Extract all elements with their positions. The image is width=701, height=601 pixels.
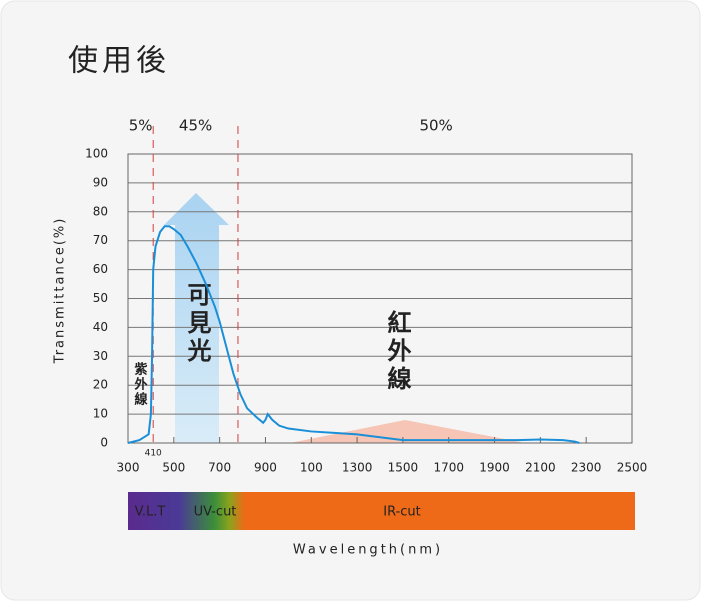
- x-tick-label: 2500: [617, 461, 648, 475]
- x-tick-label: 2300: [571, 461, 602, 475]
- y-tick-label: 20: [93, 378, 108, 392]
- y-tick-label: 70: [93, 233, 108, 247]
- chart-title: 使用後: [68, 44, 170, 79]
- x-tick-label: 1700: [433, 461, 464, 475]
- y-tick-label: 30: [93, 349, 108, 363]
- x-tick-label: 2100: [525, 461, 556, 475]
- spectrum-bar: [128, 492, 635, 530]
- x-tick-label: 300: [117, 461, 140, 475]
- y-tick-label: 80: [93, 204, 108, 218]
- band-share: 50%: [419, 117, 452, 135]
- boundary-label: 410: [145, 449, 162, 459]
- ir-triangle: [290, 420, 525, 443]
- x-tick-label: 1300: [342, 461, 373, 475]
- band-share: 5%: [129, 117, 153, 135]
- x-tick-label: 1500: [388, 461, 419, 475]
- visible-arrow: [164, 193, 229, 443]
- annotation-text: 紅外線: [383, 309, 411, 394]
- y-tick-label: 60: [93, 262, 108, 276]
- y-tick-label: 40: [93, 320, 108, 334]
- x-tick-label: 500: [162, 461, 185, 475]
- y-tick-label: 10: [93, 407, 108, 421]
- transmittance-line: [127, 225, 580, 444]
- band-share: 45%: [179, 117, 212, 135]
- x-tick-label: 1900: [479, 461, 510, 475]
- y-tick-label: 100: [85, 147, 108, 161]
- plot-frame: [127, 153, 633, 444]
- x-tick-label: 100: [300, 461, 323, 475]
- y-axis-label: Transmittance(%): [53, 217, 68, 365]
- annotation-text: 紫外線: [132, 361, 149, 407]
- bar-label: V.L.T: [135, 505, 166, 520]
- y-tick-label: 0: [100, 436, 108, 450]
- annotation: 可見光: [183, 282, 212, 366]
- bar-label: IR-cut: [383, 505, 421, 520]
- x-axis-label: Wavelength(nm): [293, 543, 443, 558]
- annotation: 紫外線: [132, 361, 149, 407]
- bar-label: UV-cut: [194, 505, 237, 520]
- y-tick-label: 90: [93, 175, 108, 189]
- x-tick-label: 700: [208, 461, 231, 475]
- x-tick-label: 900: [254, 461, 277, 475]
- annotation: 紅外線: [383, 309, 411, 394]
- annotation-text: 可見光: [183, 282, 212, 366]
- y-tick-label: 50: [93, 291, 108, 305]
